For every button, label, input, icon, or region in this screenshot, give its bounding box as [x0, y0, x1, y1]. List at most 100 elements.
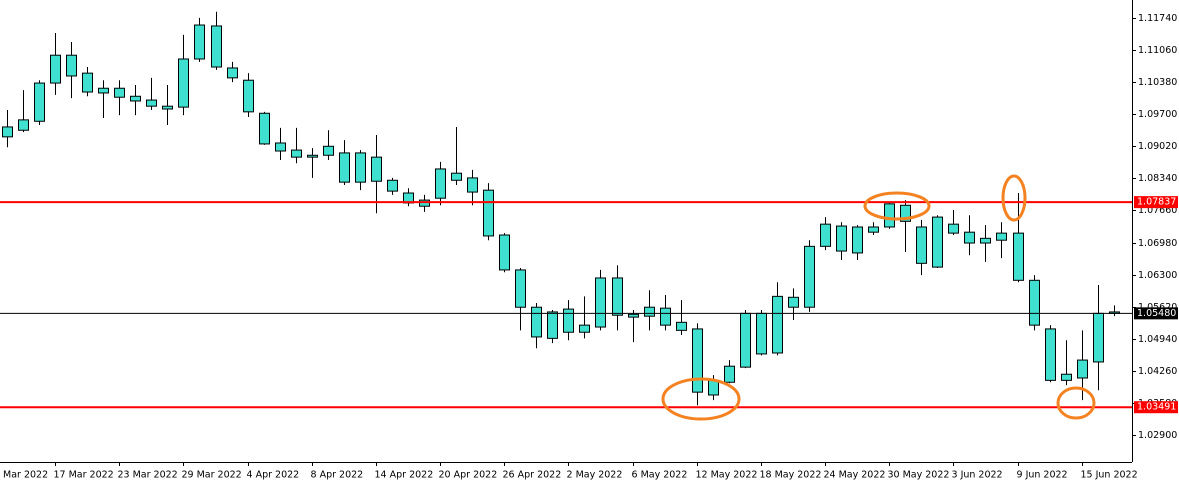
candle-body [162, 105, 173, 110]
x-tick-label: 14 Apr 2022 [375, 470, 434, 481]
candle-body [2, 126, 13, 138]
candle-body [34, 82, 45, 122]
candle-body [708, 379, 719, 396]
candle-body [756, 312, 767, 355]
candle-body [1029, 279, 1040, 326]
x-tick-label: 9 Jun 2022 [1017, 470, 1068, 481]
candle-body [1013, 232, 1024, 281]
candle-body [612, 277, 623, 316]
x-tick-label: 2 May 2022 [567, 470, 623, 481]
candle-body [451, 172, 462, 181]
candle-body [50, 54, 61, 84]
candle-body [692, 328, 703, 393]
candle-body [996, 232, 1007, 241]
candle-body [275, 142, 286, 152]
candle-body [836, 225, 847, 252]
candle-body [900, 204, 911, 222]
candle-body [339, 152, 350, 183]
x-tick-label: 12 May 2022 [696, 470, 758, 481]
y-tick-label: 1.09700 [1138, 109, 1177, 120]
y-tick-label: 1.06980 [1138, 238, 1177, 249]
candle-body [66, 54, 77, 77]
x-tick-label: 29 Mar 2022 [182, 470, 242, 481]
candle-body [628, 313, 639, 318]
price-level-label: 1.05480 [1137, 308, 1176, 319]
candle-body [1061, 373, 1072, 381]
candle-body [531, 306, 542, 338]
candle-body [18, 119, 29, 131]
highlight-ellipse [661, 377, 741, 421]
candle-body [932, 216, 943, 268]
y-tick-label: 1.07660 [1138, 205, 1177, 216]
candle-body [868, 226, 879, 233]
highlight-ellipse [1001, 174, 1027, 222]
candle-body [483, 189, 494, 237]
x-tick-label: 26 Apr 2022 [503, 470, 562, 481]
highlight-ellipse [863, 191, 931, 221]
candle-body [323, 145, 334, 156]
candle-body [98, 87, 109, 94]
candle-body [852, 226, 863, 254]
x-tick-label: 18 May 2022 [760, 470, 822, 481]
y-tick-label: 1.11060 [1138, 45, 1177, 56]
price-level-label: 1.03491 [1137, 402, 1176, 413]
candle-body [547, 311, 558, 339]
candle-body [194, 24, 205, 60]
candle-body [964, 231, 975, 244]
candle-body [772, 295, 783, 354]
candle-body [371, 156, 382, 182]
candle-body [788, 296, 799, 308]
candle-body [1093, 312, 1104, 363]
price-level-tag [1134, 307, 1178, 320]
y-tick-label: 1.02900 [1138, 430, 1177, 441]
candle-body [307, 154, 318, 158]
candle-body [820, 223, 831, 247]
candle-body [499, 234, 510, 271]
candle-body [579, 324, 590, 333]
candle-body [243, 79, 254, 113]
candle-body [515, 269, 526, 308]
y-tick-label: 1.09020 [1138, 141, 1177, 152]
candle-body [804, 245, 815, 308]
price-level-label: 1.07837 [1137, 197, 1176, 208]
candle-body [146, 99, 157, 107]
highlight-ellipse [1056, 386, 1096, 420]
x-tick-label: 15 Jun 2022 [1081, 470, 1138, 481]
candle-body [676, 321, 687, 331]
y-tick-label: 1.04940 [1138, 334, 1177, 345]
candle-body [419, 199, 430, 207]
y-tick-label: 1.04260 [1138, 366, 1177, 377]
x-tick-label: 8 Apr 2022 [311, 470, 364, 481]
x-tick-label: 6 May 2022 [632, 470, 688, 481]
price-level-tag [1134, 401, 1178, 414]
candle-body [916, 226, 927, 264]
plot-area [0, 11, 1132, 409]
candle-body [724, 365, 735, 383]
x-tick-label: 30 May 2022 [888, 470, 950, 481]
candle-body [355, 152, 366, 183]
candle-body [1077, 359, 1088, 379]
x-tick-label: 24 May 2022 [824, 470, 886, 481]
candle-body [644, 306, 655, 317]
candle-body [130, 95, 141, 102]
candle-body [595, 277, 606, 328]
y-tick-label: 1.06300 [1138, 270, 1177, 281]
candle-body [740, 312, 751, 368]
candle-body [227, 67, 238, 79]
candle-body [435, 168, 446, 199]
candle-body [980, 237, 991, 244]
x-tick-label: 3 Jun 2022 [952, 470, 1003, 481]
x-tick-label: Mar 2022 [3, 470, 48, 481]
candle-body [1045, 328, 1056, 381]
candle-body [178, 58, 189, 108]
x-tick-label: 17 Mar 2022 [54, 470, 114, 481]
x-tick-label: 20 Apr 2022 [439, 470, 498, 481]
candle-body [563, 308, 574, 333]
annotations [661, 174, 1096, 421]
y-tick-label: 1.10380 [1138, 77, 1177, 88]
x-tick-label: 23 Mar 2022 [118, 470, 178, 481]
x-tick-label: 4 Apr 2022 [247, 470, 300, 481]
candle-body [387, 179, 398, 192]
